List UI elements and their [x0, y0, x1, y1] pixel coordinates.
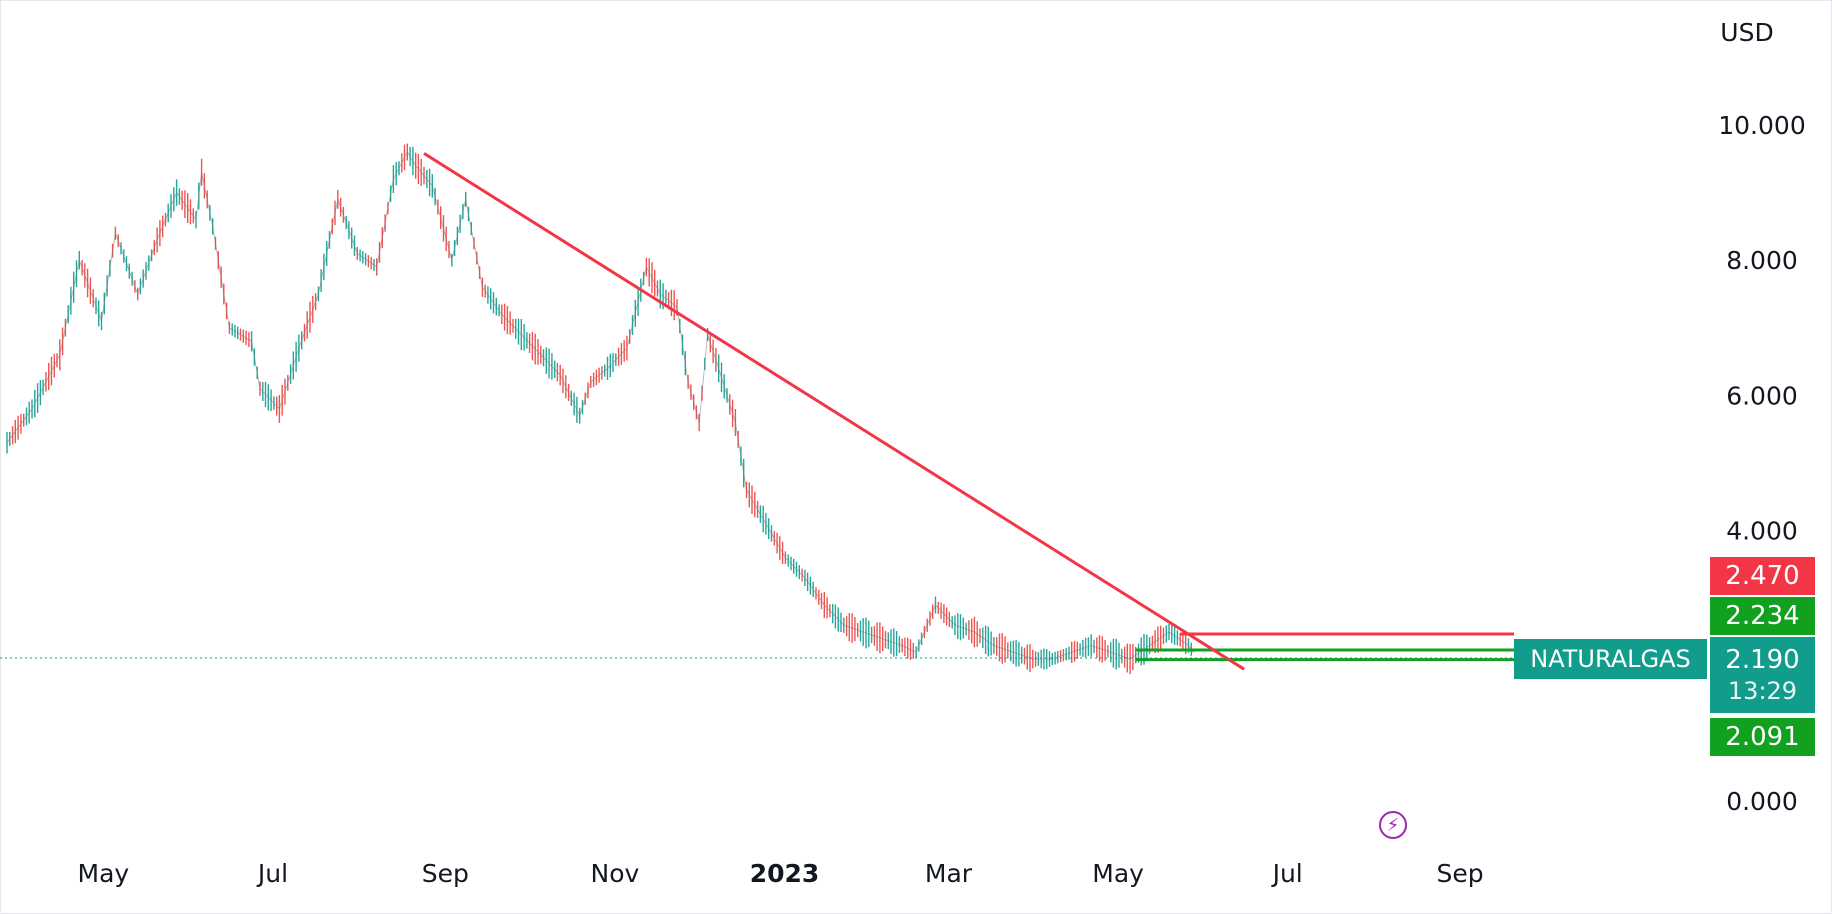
trendline[interactable] [423, 152, 1245, 671]
x-tick-label: Sep [422, 859, 469, 888]
bar-countdown: 13:29 [1727, 677, 1798, 705]
last-price-badge: 2.190 13:29 [1710, 637, 1815, 713]
buy-level-value-upper: 2.234 [1725, 601, 1800, 631]
buy-level-value-lower: 2.091 [1725, 722, 1800, 752]
flash-icon[interactable]: ⚡ [1379, 811, 1407, 839]
x-tick-label: Nov [591, 859, 640, 888]
sell-level-badge: 2.470 [1710, 557, 1815, 595]
buy-level-badge-lower: 2.091 [1710, 718, 1815, 756]
x-tick-label: Jul [256, 859, 288, 888]
price-line [6, 151, 1195, 660]
levels-layer [1135, 632, 1514, 662]
x-tick-label: May [1092, 859, 1144, 888]
y-tick-label: 10.000 [1718, 111, 1805, 140]
x-tick-label: Jul [1271, 859, 1303, 888]
flash-glyph: ⚡ [1386, 814, 1400, 836]
y-tick-label: 0.000 [1726, 787, 1798, 816]
y-tick-label: 8.000 [1726, 246, 1798, 275]
x-tick-label: Mar [925, 859, 973, 888]
currency-label: USD [1720, 18, 1773, 47]
x-tick-label: Sep [1436, 859, 1483, 888]
symbol-tag[interactable]: NATURALGAS [1514, 639, 1707, 679]
y-tick-label: 6.000 [1726, 381, 1798, 410]
x-tick-label: 2023 [750, 859, 820, 888]
last-price-value: 2.190 [1725, 645, 1800, 675]
price-series [6, 143, 1195, 675]
sell-level-value: 2.470 [1725, 561, 1800, 591]
symbol-name: NATURALGAS [1530, 645, 1691, 673]
x-axis: May Jul Sep Nov 2023 Mar May Jul Sep [78, 859, 1484, 888]
x-tick-label: May [78, 859, 130, 888]
trend-layer [423, 152, 1245, 671]
y-axis: 10.000 8.000 6.000 4.000 0.000 [1718, 111, 1805, 816]
buy-level-badge-upper: 2.234 [1710, 597, 1815, 635]
y-tick-label: 4.000 [1726, 517, 1798, 546]
